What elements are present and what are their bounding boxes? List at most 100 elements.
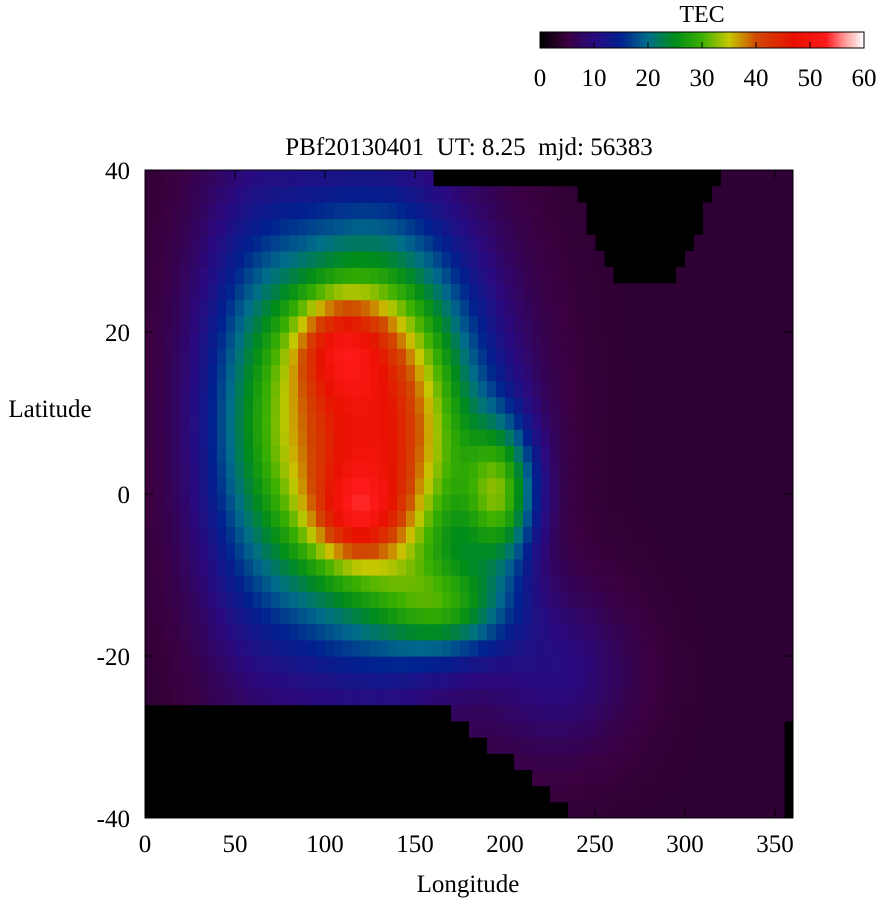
heatmap-cell — [415, 510, 425, 527]
heatmap-cell — [172, 380, 182, 398]
heatmap-cell — [550, 413, 560, 430]
heatmap-cell — [280, 542, 290, 560]
heatmap-cell — [181, 348, 191, 365]
heatmap-cell — [406, 429, 416, 446]
heatmap-cell — [514, 251, 524, 268]
heatmap-cell — [433, 542, 443, 560]
heatmap-cell — [271, 639, 281, 657]
heatmap-cell — [568, 461, 578, 479]
heatmap-cell — [379, 591, 389, 608]
heatmap-cell — [712, 202, 722, 220]
heatmap-cell — [739, 332, 749, 349]
heatmap-cell — [577, 234, 587, 252]
heatmap-cell — [757, 299, 767, 317]
heatmap-cell — [244, 623, 254, 641]
heatmap-cell — [595, 607, 605, 625]
heatmap-cell — [199, 251, 209, 268]
heatmap-cell — [496, 348, 506, 365]
heatmap-cell — [577, 785, 587, 803]
heatmap-cell — [316, 299, 326, 317]
heatmap-cell — [631, 461, 641, 479]
heatmap-cell — [469, 477, 479, 495]
heatmap-cell — [361, 413, 371, 430]
heatmap-cell — [604, 656, 614, 673]
heatmap-cell — [613, 785, 623, 803]
heatmap-cell — [343, 477, 353, 495]
heatmap-cell — [433, 202, 443, 220]
heatmap-cell — [361, 575, 371, 592]
heatmap-cell — [694, 510, 704, 527]
heatmap-cell — [433, 332, 443, 349]
x-tick-label: 150 — [396, 831, 434, 858]
heatmap-cell — [208, 218, 218, 236]
heatmap-cell — [343, 429, 353, 446]
heatmap-cell — [532, 526, 542, 544]
heatmap-cell — [433, 688, 443, 706]
heatmap-cell — [784, 413, 793, 430]
heatmap-cell — [181, 461, 191, 479]
heatmap-cell — [253, 688, 263, 706]
heatmap-cell — [523, 315, 533, 333]
heatmap-cell — [244, 315, 254, 333]
heatmap-cell — [658, 510, 668, 527]
heatmap-cell — [721, 234, 731, 252]
heatmap-cell — [568, 639, 578, 657]
heatmap-cell — [325, 526, 335, 544]
heatmap-cell — [451, 445, 461, 463]
heatmap-cell — [532, 364, 542, 382]
heatmap-cell — [442, 461, 452, 479]
heatmap-cell — [217, 639, 227, 657]
heatmap-cell — [397, 558, 407, 576]
heatmap-cell — [676, 445, 686, 463]
heatmap-cells — [145, 170, 793, 818]
heatmap-cell — [253, 380, 263, 398]
heatmap-cell — [577, 801, 587, 818]
heatmap-cell — [613, 607, 623, 625]
heatmap-cell — [208, 558, 218, 576]
heatmap-cell — [541, 299, 551, 317]
heatmap-cell — [757, 218, 767, 236]
heatmap-cell — [631, 688, 641, 706]
heatmap-cell — [496, 299, 506, 317]
heatmap-cell — [397, 623, 407, 641]
heatmap-cell — [631, 332, 641, 349]
heatmap-cell — [334, 251, 344, 268]
heatmap-cell — [154, 267, 164, 284]
heatmap-cell — [748, 639, 758, 657]
heatmap-cell — [694, 623, 704, 641]
heatmap-cell — [631, 348, 641, 365]
heatmap-cell — [460, 575, 470, 592]
heatmap-cell — [658, 672, 668, 689]
heatmap-cell — [568, 526, 578, 544]
heatmap-cell — [469, 526, 479, 544]
heatmap-cell — [343, 299, 353, 317]
heatmap-cell — [676, 623, 686, 641]
heatmap-cell — [775, 283, 785, 301]
heatmap-cell — [748, 623, 758, 641]
heatmap-cell — [298, 234, 308, 252]
heatmap-cell — [766, 364, 776, 382]
heatmap-cell — [379, 283, 389, 301]
heatmap-cell — [505, 267, 515, 284]
heatmap-cell — [766, 315, 776, 333]
heatmap-cell — [451, 348, 461, 365]
heatmap-cell — [532, 283, 542, 301]
heatmap-cell — [388, 396, 398, 414]
heatmap-cell — [442, 688, 452, 706]
heatmap-cell — [406, 283, 416, 301]
heatmap-cell — [397, 656, 407, 673]
heatmap-cell — [613, 639, 623, 657]
heatmap-cell — [559, 267, 569, 284]
heatmap-cell — [226, 494, 236, 511]
heatmap-cell — [694, 380, 704, 398]
heatmap-cell — [190, 558, 200, 576]
heatmap-cell — [154, 170, 164, 187]
heatmap-cell — [172, 461, 182, 479]
heatmap-cell — [496, 688, 506, 706]
heatmap-cell — [496, 461, 506, 479]
heatmap-cell — [757, 542, 767, 560]
heatmap-cell — [154, 348, 164, 365]
heatmap-cell — [478, 494, 488, 511]
heatmap-cell — [154, 607, 164, 625]
heatmap-cell — [640, 283, 650, 301]
